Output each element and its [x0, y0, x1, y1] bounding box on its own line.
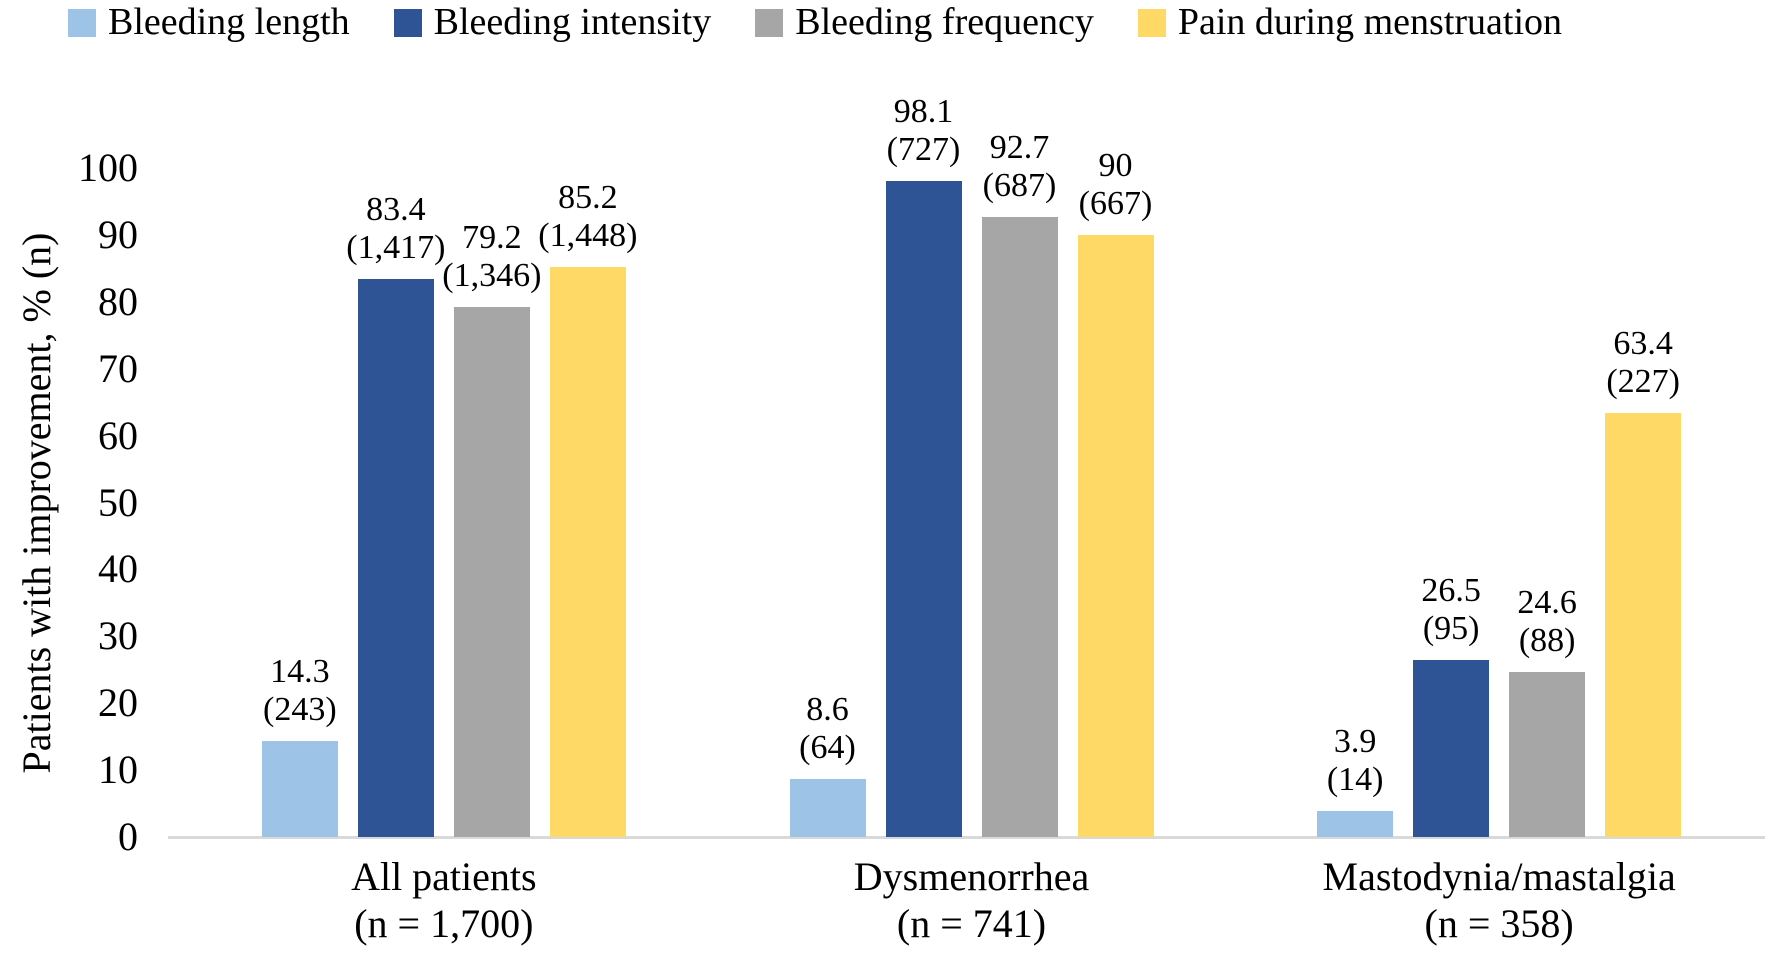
bar-value-count: (95)	[1422, 609, 1480, 647]
legend-label: Bleeding intensity	[433, 1, 712, 43]
bar-value-percent: 85.2	[558, 179, 618, 216]
bar-bleeding-intensity-group-2	[885, 180, 962, 837]
bar-bleeding-frequency-group-1	[453, 307, 530, 837]
bar-value-percent: 90	[1098, 146, 1133, 184]
bar-value-count: (243)	[263, 691, 337, 729]
bar-value-count: (1,448)	[538, 217, 638, 254]
bar-bleeding-intensity-group-1	[357, 279, 434, 837]
bar-value-count: (227)	[1606, 362, 1680, 400]
bar-bleeding-frequency-group-2	[981, 216, 1058, 837]
y-tick-label: 80	[98, 278, 138, 324]
bar-label-bleeding-intensity-group-2: 98.1 (727)	[814, 93, 1034, 169]
bar-label-bleeding-length-group-2: 8.6 (64)	[718, 691, 938, 767]
x-category-label-all-patients: All patients (n = 1,700)	[174, 853, 714, 947]
chart-legend: Bleeding length Bleeding intensity Bleedin…	[0, 1, 1630, 44]
bar-pain-during-menstruation-group-1	[549, 267, 626, 837]
bar-value-percent: 98.1	[893, 92, 954, 130]
legend-swatch-bleeding-length	[67, 8, 96, 37]
bar-label-bleeding-frequency-group-2: 92.7 (687)	[910, 129, 1130, 205]
bar-label-pain-during-menstruation-group-2: 90 (667)	[1006, 147, 1226, 223]
bar-bleeding-length-group-1	[261, 741, 338, 837]
bar-label-pain-during-menstruation-group-3: 63.4 (227)	[1533, 325, 1753, 401]
legend-swatch-pain-during-menstruation	[1137, 8, 1166, 37]
bar-value-count: (88)	[1518, 622, 1576, 660]
bar-value-percent: 26.5	[1421, 571, 1481, 609]
legend-label: Bleeding length	[107, 1, 350, 43]
bar-label-pain-during-menstruation-group-1: 85.2 (1,448)	[478, 179, 698, 255]
legend-item-bleeding-frequency: Bleeding frequency	[755, 1, 1094, 44]
x-category-label-mastodynia-mastalgia: Mastodynia/mastalgia (n = 358)	[1229, 853, 1769, 947]
y-tick-label: 60	[98, 412, 138, 458]
y-tick-label: 10	[98, 747, 138, 793]
y-tick-label: 30	[98, 613, 138, 659]
bar-value-count: (667)	[1078, 184, 1153, 222]
legend-swatch-bleeding-intensity	[393, 8, 422, 37]
bar-value-count: (687)	[982, 166, 1057, 204]
bar-value-count: (727)	[886, 130, 961, 168]
bar-bleeding-frequency-group-3	[1509, 672, 1586, 837]
bar-value-count: (14)	[1326, 760, 1384, 798]
y-tick-label: 40	[98, 546, 138, 592]
y-tick-label: 50	[98, 479, 138, 525]
bar-label-bleeding-length-group-3: 3.9 (14)	[1245, 723, 1465, 799]
category-n: (n = 358)	[1424, 901, 1574, 946]
bar-value-count: (1,346)	[442, 257, 542, 295]
legend-label: Pain during menstruation	[1177, 1, 1563, 43]
bar-bleeding-length-group-2	[789, 779, 866, 837]
bar-label-bleeding-length-group-1: 14.3 (243)	[190, 653, 410, 729]
bar-bleeding-length-group-3	[1317, 810, 1394, 837]
legend-label: Bleeding frequency	[795, 1, 1094, 43]
y-tick-label: 0	[118, 814, 138, 859]
y-tick-label: 20	[98, 680, 138, 726]
category-name: All patients	[351, 854, 537, 899]
bar-label-bleeding-intensity-group-3: 26.5 (95)	[1341, 572, 1561, 648]
legend-item-bleeding-length: Bleeding length	[67, 1, 350, 44]
bar-value-percent: 83.4	[366, 191, 426, 229]
bar-value-percent: 24.6	[1517, 584, 1577, 622]
bar-value-count: (64)	[799, 729, 856, 767]
category-name: Mastodynia/mastalgia	[1322, 854, 1676, 899]
bar-value-percent: 79.2	[462, 219, 522, 257]
bar-value-percent: 3.9	[1333, 722, 1377, 760]
category-n: (n = 741)	[896, 901, 1047, 946]
y-tick-label: 90	[98, 211, 138, 257]
bar-value-percent: 63.4	[1613, 324, 1673, 362]
y-tick-label: 100	[78, 145, 138, 190]
bar-value-percent: 92.7	[989, 128, 1050, 166]
bar-value-percent: 8.6	[806, 691, 849, 729]
bar-label-bleeding-frequency-group-1: 79.2 (1,346)	[382, 219, 602, 295]
legend-item-bleeding-intensity: Bleeding intensity	[393, 1, 712, 44]
bar-value-count: (1,417)	[346, 229, 446, 267]
category-n: (n = 1,700)	[354, 901, 534, 946]
bar-pain-during-menstruation-group-3	[1605, 412, 1682, 837]
legend-swatch-bleeding-frequency	[755, 8, 784, 37]
bar-bleeding-intensity-group-3	[1413, 659, 1490, 837]
x-category-label-dysmenorrhea: Dysmenorrhea (n = 741)	[702, 853, 1242, 947]
bar-pain-during-menstruation-group-2	[1077, 234, 1154, 837]
bar-label-bleeding-frequency-group-3: 24.6 (88)	[1437, 584, 1657, 660]
x-axis-line	[168, 836, 1765, 839]
y-tick-label: 70	[98, 345, 138, 391]
bar-label-bleeding-intensity-group-1: 83.4 (1,417)	[286, 191, 506, 267]
bar-value-percent: 14.3	[270, 653, 330, 691]
legend-item-pain-during-menstruation: Pain during menstruation	[1137, 1, 1563, 44]
category-name: Dysmenorrhea	[853, 854, 1090, 899]
